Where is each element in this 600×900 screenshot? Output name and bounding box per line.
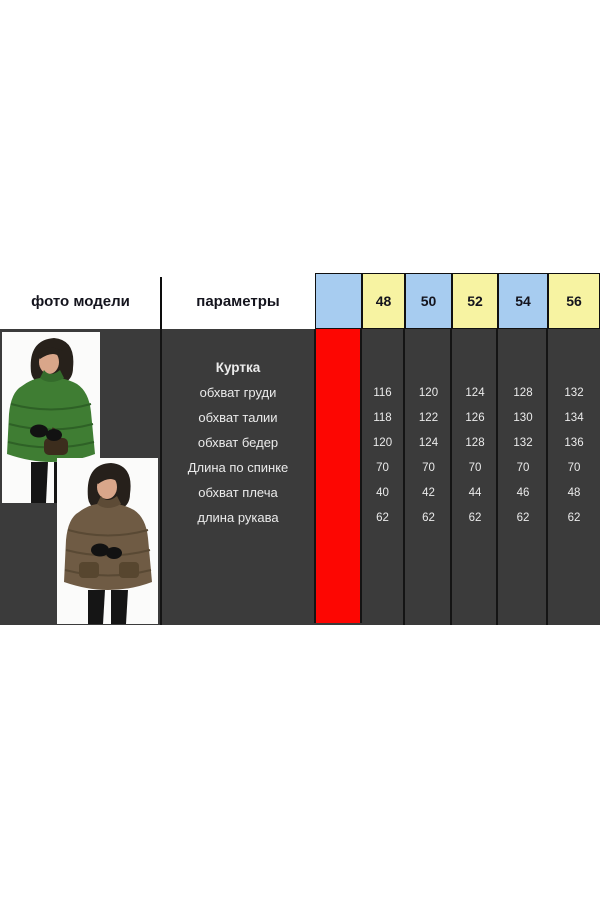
row-label: обхват талии — [198, 410, 278, 425]
cell-value: 40 — [376, 487, 389, 499]
table-grid-line — [496, 329, 498, 625]
cell-value: 62 — [376, 512, 389, 524]
table-grid-line — [403, 329, 405, 625]
model-photo-brown-jacket — [57, 458, 158, 624]
table-row: обхват талии 118 122 126 130 134 — [0, 408, 600, 428]
cell-value: 128 — [513, 387, 533, 399]
cell-value: 70 — [516, 462, 530, 474]
cell-value: 128 — [465, 437, 485, 449]
table-grid-line — [546, 329, 548, 625]
params-column-header: параметры — [196, 292, 280, 310]
cell-value: 136 — [564, 437, 584, 449]
header-divider-line — [160, 277, 162, 329]
cell-value: 124 — [418, 437, 439, 449]
cell-value: 70 — [376, 462, 389, 474]
cell-value: 132 — [513, 437, 533, 449]
size-column-header-48: 48 — [362, 273, 405, 329]
table-grid-line — [160, 329, 162, 625]
cell-value: 118 — [373, 412, 392, 424]
cell-value: 62 — [516, 512, 530, 524]
cell-value: 70 — [422, 462, 435, 474]
cell-value: 120 — [418, 387, 439, 399]
size-column-header-56: 56 — [548, 273, 600, 329]
table-row: Куртка — [0, 358, 600, 378]
cell-value: 62 — [422, 512, 435, 524]
cell-value: 122 — [418, 412, 439, 424]
cell-value: 116 — [373, 387, 392, 399]
cell-value: 134 — [564, 412, 584, 424]
cell-value: 42 — [422, 487, 435, 499]
highlighted-size-column — [314, 329, 362, 623]
row-label: обхват груди — [199, 385, 277, 400]
table-group-label: Куртка — [215, 360, 261, 375]
table-row: длина рукава 62 62 62 62 62 — [0, 508, 600, 528]
table-row: обхват бедер 120 124 128 132 136 — [0, 433, 600, 453]
row-label: длина рукава — [197, 510, 279, 525]
row-label: обхват плеча — [198, 485, 278, 500]
size-column-header-54: 54 — [498, 273, 548, 329]
cell-value: 44 — [468, 487, 482, 499]
table-header-row: фото модели параметры 48 50 52 54 56 — [0, 273, 600, 329]
table-row: обхват груди 116 120 124 128 132 — [0, 383, 600, 403]
cell-value: 70 — [468, 462, 482, 474]
cell-value: 62 — [468, 512, 482, 524]
size-column-header-52: 52 — [452, 273, 498, 329]
row-label: Длина по спинке — [187, 460, 289, 475]
table-row: Длина по спинке 70 70 70 70 70 — [0, 458, 600, 478]
size-column-header-50: 50 — [405, 273, 452, 329]
cell-value: 62 — [567, 512, 581, 524]
cell-value: 130 — [513, 412, 533, 424]
photo-column-header: фото модели — [31, 292, 130, 310]
cell-value: 120 — [372, 437, 393, 449]
cell-value: 124 — [465, 387, 485, 399]
table-grid-line — [450, 329, 452, 625]
cell-value: 48 — [567, 487, 581, 499]
size-column-header-blank — [315, 273, 362, 329]
cell-value: 126 — [465, 412, 485, 424]
row-label: обхват бедер — [197, 435, 279, 450]
cell-value: 46 — [516, 487, 530, 499]
cell-value: 132 — [564, 387, 584, 399]
cell-value: 70 — [567, 462, 581, 474]
table-row: обхват плеча 40 42 44 46 48 — [0, 483, 600, 503]
